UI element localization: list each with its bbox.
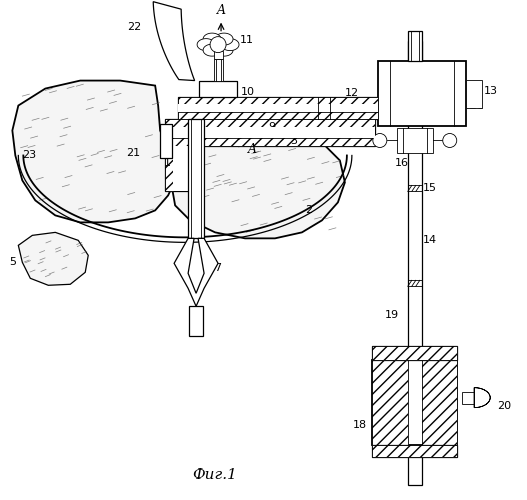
Text: 19: 19 <box>385 310 399 320</box>
Bar <box>178 112 378 118</box>
Text: 21: 21 <box>126 148 140 158</box>
Text: 11: 11 <box>240 34 254 44</box>
Bar <box>189 146 197 192</box>
Text: 7: 7 <box>214 264 221 274</box>
Bar <box>165 146 197 192</box>
Bar <box>189 146 197 192</box>
Bar <box>373 445 457 457</box>
Bar <box>373 445 457 457</box>
Bar <box>199 80 237 96</box>
Polygon shape <box>174 238 218 306</box>
Text: 14: 14 <box>423 236 437 246</box>
Bar <box>422 360 457 445</box>
Bar <box>213 58 222 80</box>
Bar <box>160 124 172 158</box>
Text: 16: 16 <box>395 158 409 168</box>
Text: 4: 4 <box>211 128 218 138</box>
Bar <box>165 118 375 146</box>
Bar <box>165 138 375 146</box>
Text: A: A <box>217 4 226 16</box>
Bar <box>422 360 457 445</box>
Bar <box>178 96 378 118</box>
Text: 10: 10 <box>241 86 255 97</box>
Text: A: A <box>248 144 257 156</box>
Bar <box>165 146 173 192</box>
Bar <box>408 40 422 485</box>
Polygon shape <box>18 232 88 285</box>
Bar <box>165 118 375 126</box>
Polygon shape <box>203 44 221 56</box>
Text: 2: 2 <box>305 206 312 216</box>
Bar <box>373 360 408 445</box>
Text: 17: 17 <box>351 126 365 136</box>
Bar <box>378 60 466 126</box>
Text: 13: 13 <box>484 86 497 96</box>
Bar <box>373 360 408 445</box>
Bar <box>178 96 378 103</box>
Bar <box>178 104 378 112</box>
Bar <box>199 80 237 96</box>
Bar <box>373 445 457 457</box>
Bar <box>466 80 482 108</box>
Bar <box>373 360 457 445</box>
Polygon shape <box>12 80 175 223</box>
Bar <box>165 118 375 126</box>
Bar <box>373 346 457 360</box>
Polygon shape <box>153 2 194 80</box>
Polygon shape <box>215 44 233 56</box>
Polygon shape <box>221 38 239 50</box>
Circle shape <box>443 134 457 147</box>
Text: 18: 18 <box>353 420 367 430</box>
Bar <box>373 346 457 360</box>
Text: 15: 15 <box>423 184 437 194</box>
Bar <box>173 146 189 192</box>
Bar <box>165 126 375 138</box>
Text: 6: 6 <box>280 130 287 140</box>
Text: 12: 12 <box>345 88 359 98</box>
Text: 20: 20 <box>497 400 511 410</box>
Bar <box>213 50 222 58</box>
Polygon shape <box>203 33 221 45</box>
Circle shape <box>210 36 226 52</box>
Bar <box>165 146 173 192</box>
Polygon shape <box>474 388 490 407</box>
Text: 23: 23 <box>22 150 36 160</box>
Bar <box>189 306 203 336</box>
Bar <box>462 392 474 404</box>
Bar <box>408 30 422 60</box>
Bar <box>199 80 237 96</box>
Text: 9: 9 <box>268 122 275 132</box>
Bar <box>178 112 378 118</box>
Polygon shape <box>197 38 215 50</box>
Polygon shape <box>172 122 345 238</box>
Bar <box>397 128 433 154</box>
Bar <box>160 124 172 158</box>
Bar <box>178 96 378 103</box>
Text: 22: 22 <box>127 22 141 32</box>
Circle shape <box>373 134 387 147</box>
Text: 1: 1 <box>164 158 171 168</box>
Bar <box>160 124 172 158</box>
Text: К: К <box>157 18 166 32</box>
Text: Фиг.1: Фиг.1 <box>193 468 238 482</box>
Text: 3: 3 <box>290 136 297 146</box>
Bar <box>188 118 204 238</box>
Bar <box>165 138 375 146</box>
Polygon shape <box>215 33 233 45</box>
Text: 5: 5 <box>9 258 16 268</box>
Bar <box>373 346 457 360</box>
